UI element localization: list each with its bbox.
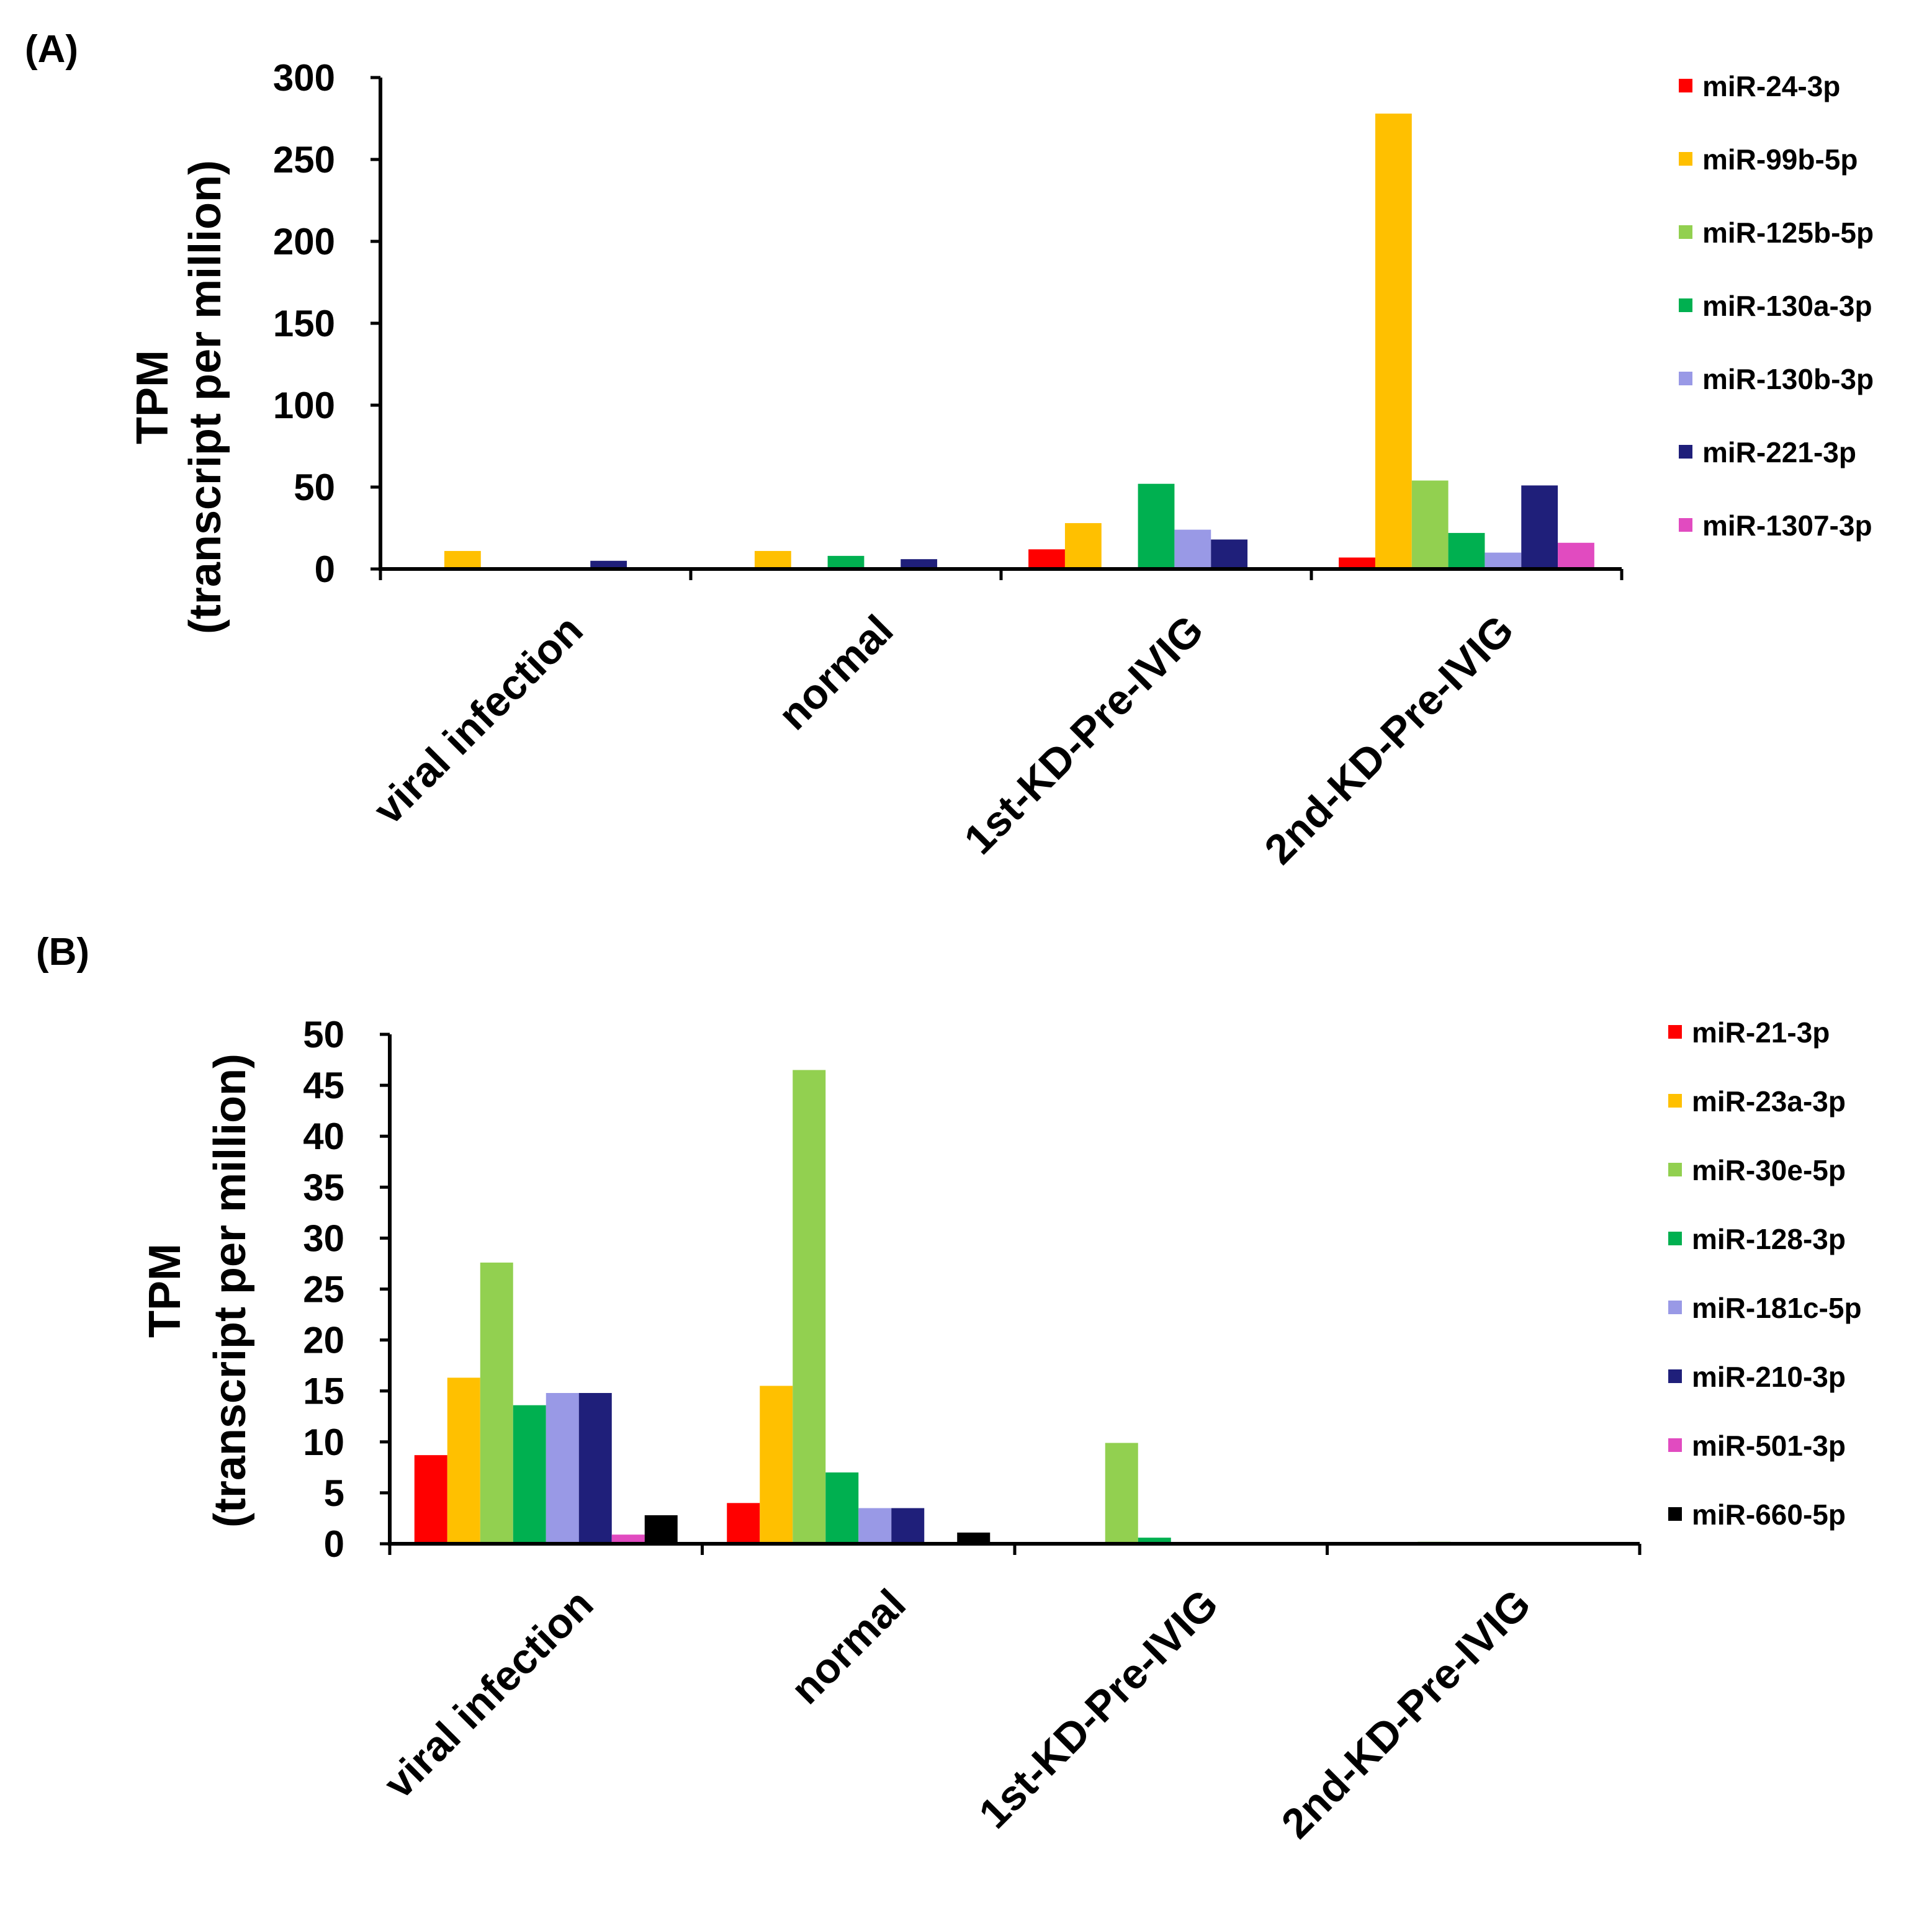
bar-mir-660-5p-viral-infection <box>644 1515 678 1542</box>
legend-swatch-mir-501-3p <box>1668 1438 1682 1452</box>
legend-swatch-mir-21-3p <box>1668 1025 1682 1039</box>
legend-swatch-mir-1307-3p <box>1679 518 1692 532</box>
y-tick-label: 50 <box>294 467 335 508</box>
y-tick-label: 50 <box>303 1014 344 1055</box>
bar-mir-30e-5p-viral-infection <box>480 1262 513 1542</box>
bar-mir-221-3p-viral-infection <box>590 560 627 567</box>
bar-mir-125b-5p-2nd-kd-pre-ivig <box>1411 480 1449 567</box>
bar-mir-181c-5p-viral-infection <box>546 1392 579 1542</box>
bar-mir-1307-3p-2nd-kd-pre-ivig <box>1558 542 1594 567</box>
bar-mir-501-3p-viral-infection <box>611 1534 645 1542</box>
legend-label-mir-501-3p: miR-501-3p <box>1692 1430 1846 1462</box>
legend-swatch-mir-99b-5p <box>1679 152 1692 166</box>
bar-mir-130b-3p-2nd-kd-pre-ivig <box>1485 552 1522 567</box>
bar-mir-210-3p-viral-infection <box>578 1392 612 1542</box>
bar-mir-21-3p-viral-infection <box>414 1455 447 1542</box>
bar-mir-30e-5p-1st-kd-pre-ivig <box>1105 1443 1138 1542</box>
y-tick-label: 45 <box>303 1065 344 1106</box>
legend-swatch-mir-23a-3p <box>1668 1094 1682 1108</box>
legend-label-mir-128-3p: miR-128-3p <box>1692 1223 1846 1255</box>
y-tick-label: 0 <box>315 549 335 590</box>
legend-label-mir-1307-3p: miR-1307-3p <box>1702 509 1872 542</box>
legend-label-mir-660-5p: miR-660-5p <box>1692 1498 1846 1531</box>
legend-label-mir-125b-5p: miR-125b-5p <box>1702 217 1874 249</box>
y-tick-label: 25 <box>303 1269 344 1310</box>
panel-label: (B) <box>36 931 89 974</box>
legend-swatch-mir-210-3p <box>1668 1369 1682 1383</box>
y-axis-subtitle: (transcript per million) <box>205 1054 255 1528</box>
bar-mir-128-3p-viral-infection <box>513 1405 546 1542</box>
legend-label-mir-130b-3p: miR-130b-3p <box>1702 363 1874 395</box>
bar-mir-128-3p-1st-kd-pre-ivig <box>1138 1538 1171 1542</box>
legend-swatch-mir-181c-5p <box>1668 1301 1682 1314</box>
legend-swatch-mir-221-3p <box>1679 445 1692 459</box>
y-tick-label: 200 <box>273 221 335 262</box>
legend-label-mir-181c-5p: miR-181c-5p <box>1692 1292 1862 1324</box>
y-axis-subtitle: (transcript per million) <box>181 160 230 634</box>
bar-mir-210-3p-normal <box>891 1508 925 1542</box>
bar-mir-23a-3p-viral-infection <box>447 1377 480 1542</box>
bar-mir-660-5p-normal <box>957 1532 991 1542</box>
bar-mir-128-3p-normal <box>825 1472 859 1542</box>
legend-label-mir-99b-5p: miR-99b-5p <box>1702 143 1858 176</box>
legend-swatch-mir-130b-3p <box>1679 372 1692 385</box>
y-tick-label: 5 <box>324 1472 344 1514</box>
bar-mir-130a-3p-normal <box>827 555 865 567</box>
bar-mir-221-3p-normal <box>901 559 938 567</box>
y-axis-title: TPM <box>140 1243 190 1338</box>
bar-mir-24-3p-2nd-kd-pre-ivig <box>1339 557 1375 567</box>
bar-mir-99b-5p-viral-infection <box>444 550 481 567</box>
bar-mir-181c-5p-normal <box>858 1508 892 1542</box>
y-tick-label: 10 <box>303 1422 344 1463</box>
y-tick-label: 30 <box>303 1217 344 1259</box>
legend-label-mir-130a-3p: miR-130a-3p <box>1702 290 1872 322</box>
bar-mir-21-3p-normal <box>727 1503 760 1542</box>
legend-swatch-mir-660-5p <box>1668 1507 1682 1521</box>
y-tick-label: 40 <box>303 1116 344 1157</box>
y-tick-label: 100 <box>273 385 335 426</box>
legend-label-mir-21-3p: miR-21-3p <box>1692 1016 1830 1049</box>
bar-mir-221-3p-1st-kd-pre-ivig <box>1211 539 1248 567</box>
bar-mir-99b-5p-normal <box>754 550 791 567</box>
y-tick-label: 300 <box>273 57 335 99</box>
legend-label-mir-24-3p: miR-24-3p <box>1702 70 1840 102</box>
y-tick-label: 0 <box>324 1523 344 1565</box>
y-tick-label: 15 <box>303 1371 344 1412</box>
y-tick-label: 35 <box>303 1167 344 1208</box>
legend-swatch-mir-30e-5p <box>1668 1163 1682 1176</box>
legend-label-mir-23a-3p: miR-23a-3p <box>1692 1085 1846 1117</box>
panel-label: (A) <box>25 28 78 71</box>
legend-label-mir-30e-5p: miR-30e-5p <box>1692 1154 1846 1186</box>
y-tick-label: 250 <box>273 139 335 181</box>
bar-mir-221-3p-2nd-kd-pre-ivig <box>1521 485 1558 567</box>
legend-label-mir-210-3p: miR-210-3p <box>1692 1361 1846 1393</box>
legend-swatch-mir-24-3p <box>1679 79 1692 92</box>
bar-mir-130a-3p-2nd-kd-pre-ivig <box>1448 532 1485 567</box>
bar-mir-130a-3p-1st-kd-pre-ivig <box>1138 483 1175 567</box>
y-axis-title: TPM <box>128 350 177 444</box>
legend-swatch-mir-130a-3p <box>1679 298 1692 312</box>
bar-mir-130b-3p-1st-kd-pre-ivig <box>1174 529 1211 567</box>
bar-mir-23a-3p-normal <box>760 1386 793 1542</box>
bar-mir-30e-5p-normal <box>793 1070 826 1542</box>
bar-mir-99b-5p-2nd-kd-pre-ivig <box>1375 114 1412 567</box>
bar-mir-24-3p-1st-kd-pre-ivig <box>1028 549 1065 567</box>
legend-label-mir-221-3p: miR-221-3p <box>1702 436 1856 468</box>
bar-mir-99b-5p-1st-kd-pre-ivig <box>1064 523 1102 567</box>
legend-swatch-mir-125b-5p <box>1679 225 1692 239</box>
y-tick-label: 150 <box>273 303 335 344</box>
legend-swatch-mir-128-3p <box>1668 1232 1682 1245</box>
y-tick-label: 20 <box>303 1320 344 1361</box>
